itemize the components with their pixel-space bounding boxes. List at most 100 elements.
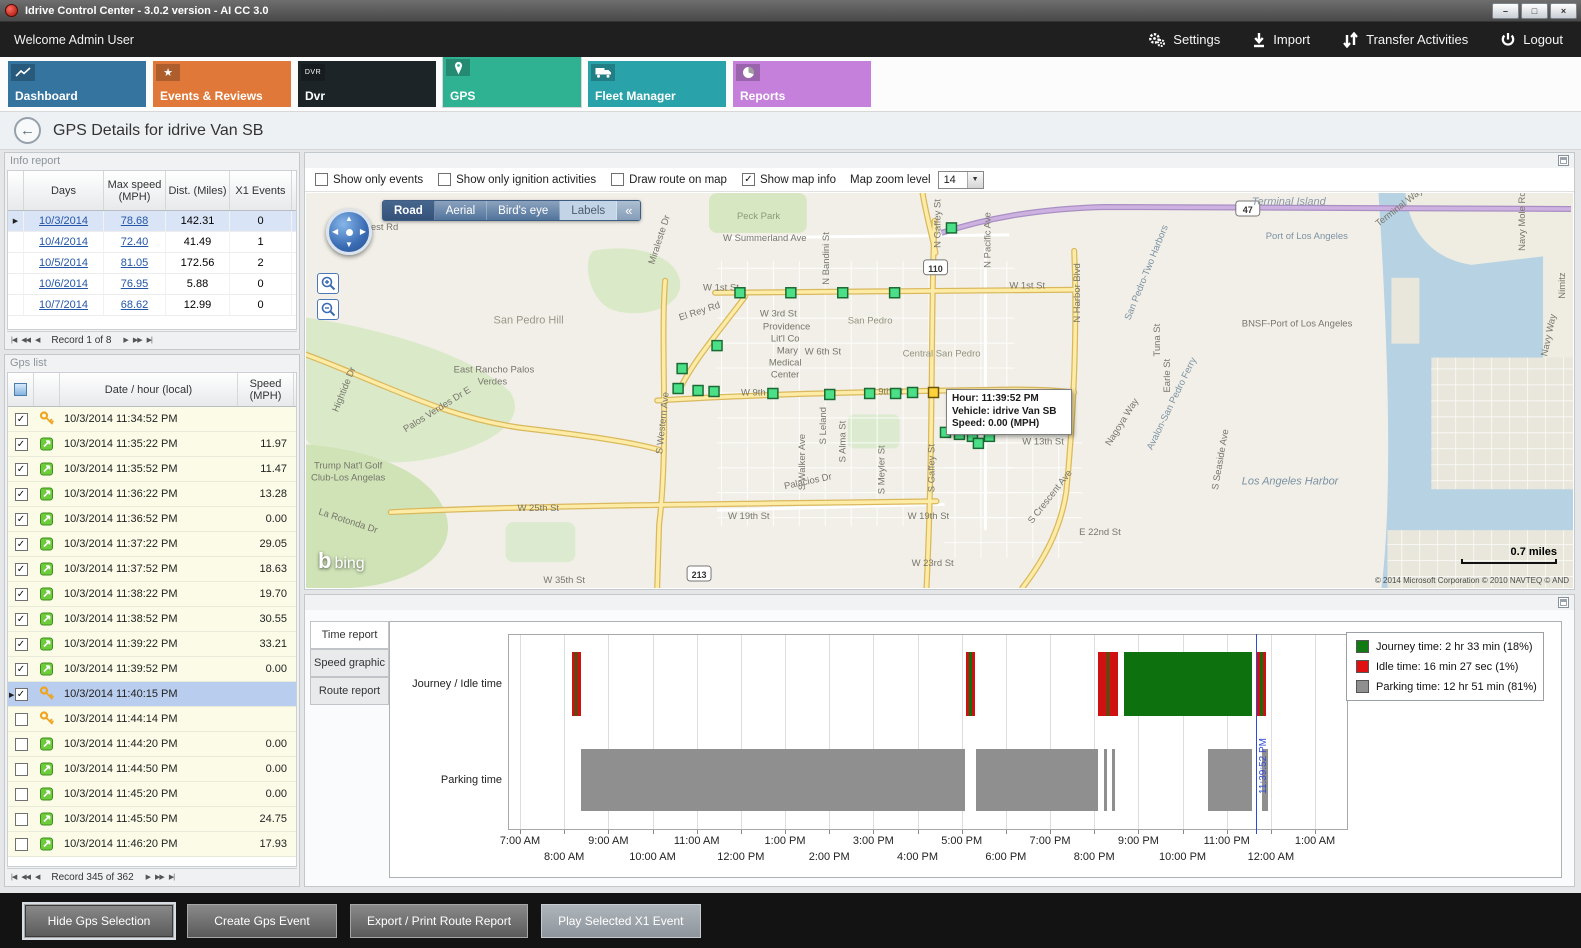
menu-logout[interactable]: Logout: [1500, 32, 1563, 48]
day-link[interactable]: 10/3/2014: [39, 215, 88, 227]
gps-marker[interactable]: [906, 386, 919, 399]
row-checkbox[interactable]: ✓: [14, 462, 28, 476]
gps-pager-prev-icon[interactable]: ◀: [34, 874, 40, 881]
pan-up-icon[interactable]: ▲: [345, 214, 353, 223]
menu-import[interactable]: Import: [1252, 32, 1310, 48]
gps-marker[interactable]: [824, 388, 836, 401]
row-checkbox[interactable]: ✓: [14, 612, 28, 626]
row-checkbox[interactable]: ✓: [14, 537, 28, 551]
row-checkbox[interactable]: ✓: [14, 437, 28, 451]
row-checkbox[interactable]: ✓: [14, 662, 28, 676]
expand-map-icon[interactable]: [1558, 155, 1569, 166]
gps-table-row[interactable]: 10/3/2014 11:44:14 PM: [8, 707, 296, 732]
info-pager-next-icon[interactable]: ▶: [123, 337, 128, 344]
gps-marker[interactable]: [836, 287, 849, 299]
gps-marker[interactable]: [767, 387, 779, 400]
gps-table-row[interactable]: ✓ 10/3/2014 11:35:22 PM 11.97: [8, 432, 296, 457]
info-pager-prev-icon[interactable]: ◀: [34, 337, 40, 344]
info-table-row[interactable]: ▶ 10/3/2014 78.68 142.31 0: [8, 211, 296, 232]
date-column-header[interactable]: Date / hour (local): [60, 373, 238, 406]
zoom-in-button[interactable]: [317, 273, 339, 294]
menu-transfer-activities[interactable]: Transfer Activities: [1342, 31, 1468, 48]
gps-table-row[interactable]: ✓ 10/3/2014 11:39:22 PM 33.21: [8, 632, 296, 657]
row-checkbox[interactable]: ✓: [14, 587, 28, 601]
gps-table-row[interactable]: 10/3/2014 11:44:50 PM 0.00: [8, 757, 296, 782]
gps-table-row[interactable]: ✓ 10/3/2014 11:35:52 PM 11.47: [8, 457, 296, 482]
info-pager-prev2-icon[interactable]: ◀◀: [21, 337, 31, 344]
pan-right-icon[interactable]: ▶: [359, 227, 366, 236]
info-table-row[interactable]: 10/7/2014 68.62 12.99 0: [8, 295, 296, 316]
pan-down-icon[interactable]: ▼: [345, 240, 353, 249]
gps-marker[interactable]: [734, 287, 746, 299]
gps-table-row[interactable]: ✓ 10/3/2014 11:37:52 PM 18.63: [8, 557, 296, 582]
info-col-header-days[interactable]: Days: [24, 171, 104, 210]
menu-settings[interactable]: Settings: [1147, 32, 1220, 48]
maximize-button[interactable]: □: [1521, 2, 1548, 19]
checkbox-box[interactable]: [315, 173, 328, 186]
tab-dashboard[interactable]: Dashboard: [8, 61, 146, 107]
selected-gps-marker[interactable]: [927, 386, 940, 399]
day-link[interactable]: 10/7/2014: [39, 299, 88, 311]
map-nav-collapse-icon[interactable]: «: [617, 201, 641, 220]
gps-marker[interactable]: [888, 287, 901, 299]
checkbox-show-only-ignition-activities[interactable]: Show only ignition activities: [438, 173, 596, 186]
compass-control[interactable]: ▲ ▼ ◀ ▶: [326, 209, 372, 255]
gps-pager-prev2-icon[interactable]: ◀◀: [21, 874, 31, 881]
gps-table-row[interactable]: 10/3/2014 11:45:50 PM 24.75: [8, 807, 296, 832]
map-nav-aerial[interactable]: Aerial: [435, 201, 488, 220]
tab-gps[interactable]: GPS: [443, 56, 581, 107]
row-checkbox[interactable]: [14, 837, 28, 851]
gps-table-row[interactable]: ✓ 10/3/2014 11:38:52 PM 30.55: [8, 607, 296, 632]
expand-chart-icon[interactable]: [1558, 597, 1569, 608]
pan-left-icon[interactable]: ◀: [332, 227, 339, 236]
hide-gps-selection-button[interactable]: Hide Gps Selection: [24, 903, 174, 938]
map-nav-labels[interactable]: Labels: [560, 201, 618, 220]
map-view[interactable]: Peck Park W Summerland Ave Crest Rd Mirales…: [306, 193, 1573, 588]
gps-marker[interactable]: [711, 339, 723, 352]
gps-table-row[interactable]: ✓ 10/3/2014 11:36:52 PM 0.00: [8, 507, 296, 532]
gps-table-row[interactable]: ✓ 10/3/2014 11:38:22 PM 19.70: [8, 582, 296, 607]
tab-route-report[interactable]: Route report: [310, 677, 389, 705]
gps-table-row[interactable]: 10/3/2014 11:46:20 PM 17.93: [8, 832, 296, 857]
map-nav-road[interactable]: Road: [383, 201, 435, 220]
info-pager-first-icon[interactable]: |◀: [11, 337, 17, 344]
play-selected-x1-event-button[interactable]: Play Selected X1 Event: [541, 903, 701, 938]
row-checkbox[interactable]: ✓: [14, 687, 28, 701]
gps-marker[interactable]: [889, 387, 902, 400]
checkbox-box[interactable]: [611, 173, 625, 186]
tab-reports[interactable]: Reports: [733, 61, 871, 107]
info-pager-last-icon[interactable]: ▶|: [146, 337, 153, 344]
checkbox-box[interactable]: [438, 173, 452, 186]
row-checkbox[interactable]: [14, 712, 28, 726]
gps-marker[interactable]: [672, 382, 684, 395]
info-col-header-max-speed-mph[interactable]: Max speed (MPH): [104, 171, 166, 210]
gps-marker[interactable]: [708, 385, 720, 398]
chevron-down-icon[interactable]: ▼: [966, 171, 983, 188]
max-speed-link[interactable]: 81.05: [120, 257, 149, 269]
minimize-button[interactable]: –: [1492, 2, 1519, 19]
checkbox-box[interactable]: ✓: [741, 173, 755, 186]
select-all-header[interactable]: [8, 373, 34, 406]
gps-table-row[interactable]: 10/3/2014 11:44:20 PM 0.00: [8, 732, 296, 757]
gps-marker[interactable]: [785, 287, 797, 299]
gps-table-row[interactable]: ✓ 10/3/2014 11:34:52 PM: [8, 407, 296, 432]
map-nav-bird-s-eye[interactable]: Bird's eye: [487, 201, 561, 220]
max-speed-link[interactable]: 78.68: [120, 215, 149, 227]
map-zoom-select[interactable]: 14 ▼: [937, 170, 984, 189]
gps-table-row[interactable]: ✓ 10/3/2014 11:37:22 PM 29.05: [8, 532, 296, 557]
max-speed-link[interactable]: 68.62: [120, 299, 149, 311]
info-table-row[interactable]: 10/4/2014 72.40 41.49 1: [8, 232, 296, 253]
max-speed-link[interactable]: 76.95: [120, 278, 149, 290]
checkbox-draw-route-on-map[interactable]: Draw route on map: [611, 173, 727, 186]
info-table-row[interactable]: 10/5/2014 81.05 172.56 2: [8, 253, 296, 274]
gps-pager-next2-icon[interactable]: ▶▶: [155, 874, 165, 881]
row-checkbox[interactable]: ✓: [14, 562, 28, 576]
gps-marker[interactable]: [972, 437, 985, 450]
gps-marker[interactable]: [863, 387, 876, 400]
tab-events-reviews[interactable]: ★ Events & Reviews: [153, 61, 291, 107]
create-gps-event-button[interactable]: Create Gps Event: [187, 903, 337, 938]
checkbox-show-map-info[interactable]: ✓ Show map info: [741, 173, 836, 186]
gps-table-row[interactable]: 10/3/2014 11:45:20 PM 0.00: [8, 782, 296, 807]
gps-pager-next-icon[interactable]: ▶: [145, 874, 151, 881]
day-link[interactable]: 10/6/2014: [39, 278, 88, 290]
